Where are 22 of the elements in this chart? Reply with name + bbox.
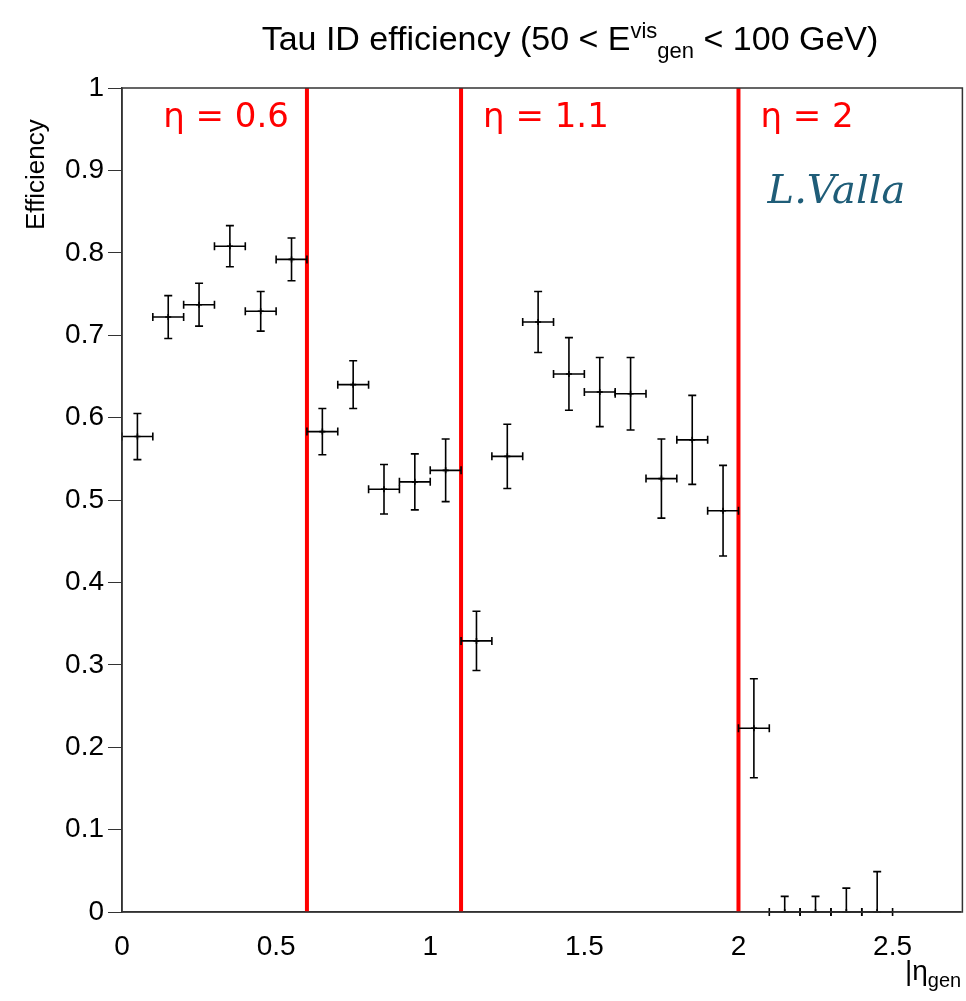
ref-line-label: η = 1.1: [483, 94, 609, 135]
ref-line-label: η = 2: [760, 94, 854, 135]
chart-title: Tau ID efficiency (50 < E$^{vis}$$_{gen}$ < 100 GeV): [260, 18, 880, 65]
y-tick-label: 0: [88, 894, 104, 926]
y-tick-label: 0.8: [65, 235, 104, 267]
x-tick-label: 1: [422, 929, 439, 961]
y-tick-label: 0.3: [65, 647, 104, 679]
x-tick-label: 0.5: [256, 929, 296, 961]
y-axis-title: Efficiency: [20, 119, 51, 230]
x-tick-label: 1.5: [564, 929, 604, 961]
y-tick-label: 0.2: [65, 729, 104, 761]
annotation: L.Valla: [766, 166, 906, 213]
y-tick-label: 0.9: [65, 153, 104, 185]
y-tick-label: 0.6: [65, 400, 104, 432]
x-tick-label: 0: [114, 929, 130, 961]
x-tick-label: 2: [730, 929, 747, 961]
y-tick-label: 0.7: [65, 317, 104, 349]
y-tick-label: 0.4: [65, 565, 104, 597]
y-tick-label: 0.1: [65, 812, 104, 844]
y-tick-label: 0.5: [65, 482, 104, 514]
y-tick-label: 1: [88, 70, 104, 102]
ref-line-label: η = 0.6: [163, 94, 289, 135]
